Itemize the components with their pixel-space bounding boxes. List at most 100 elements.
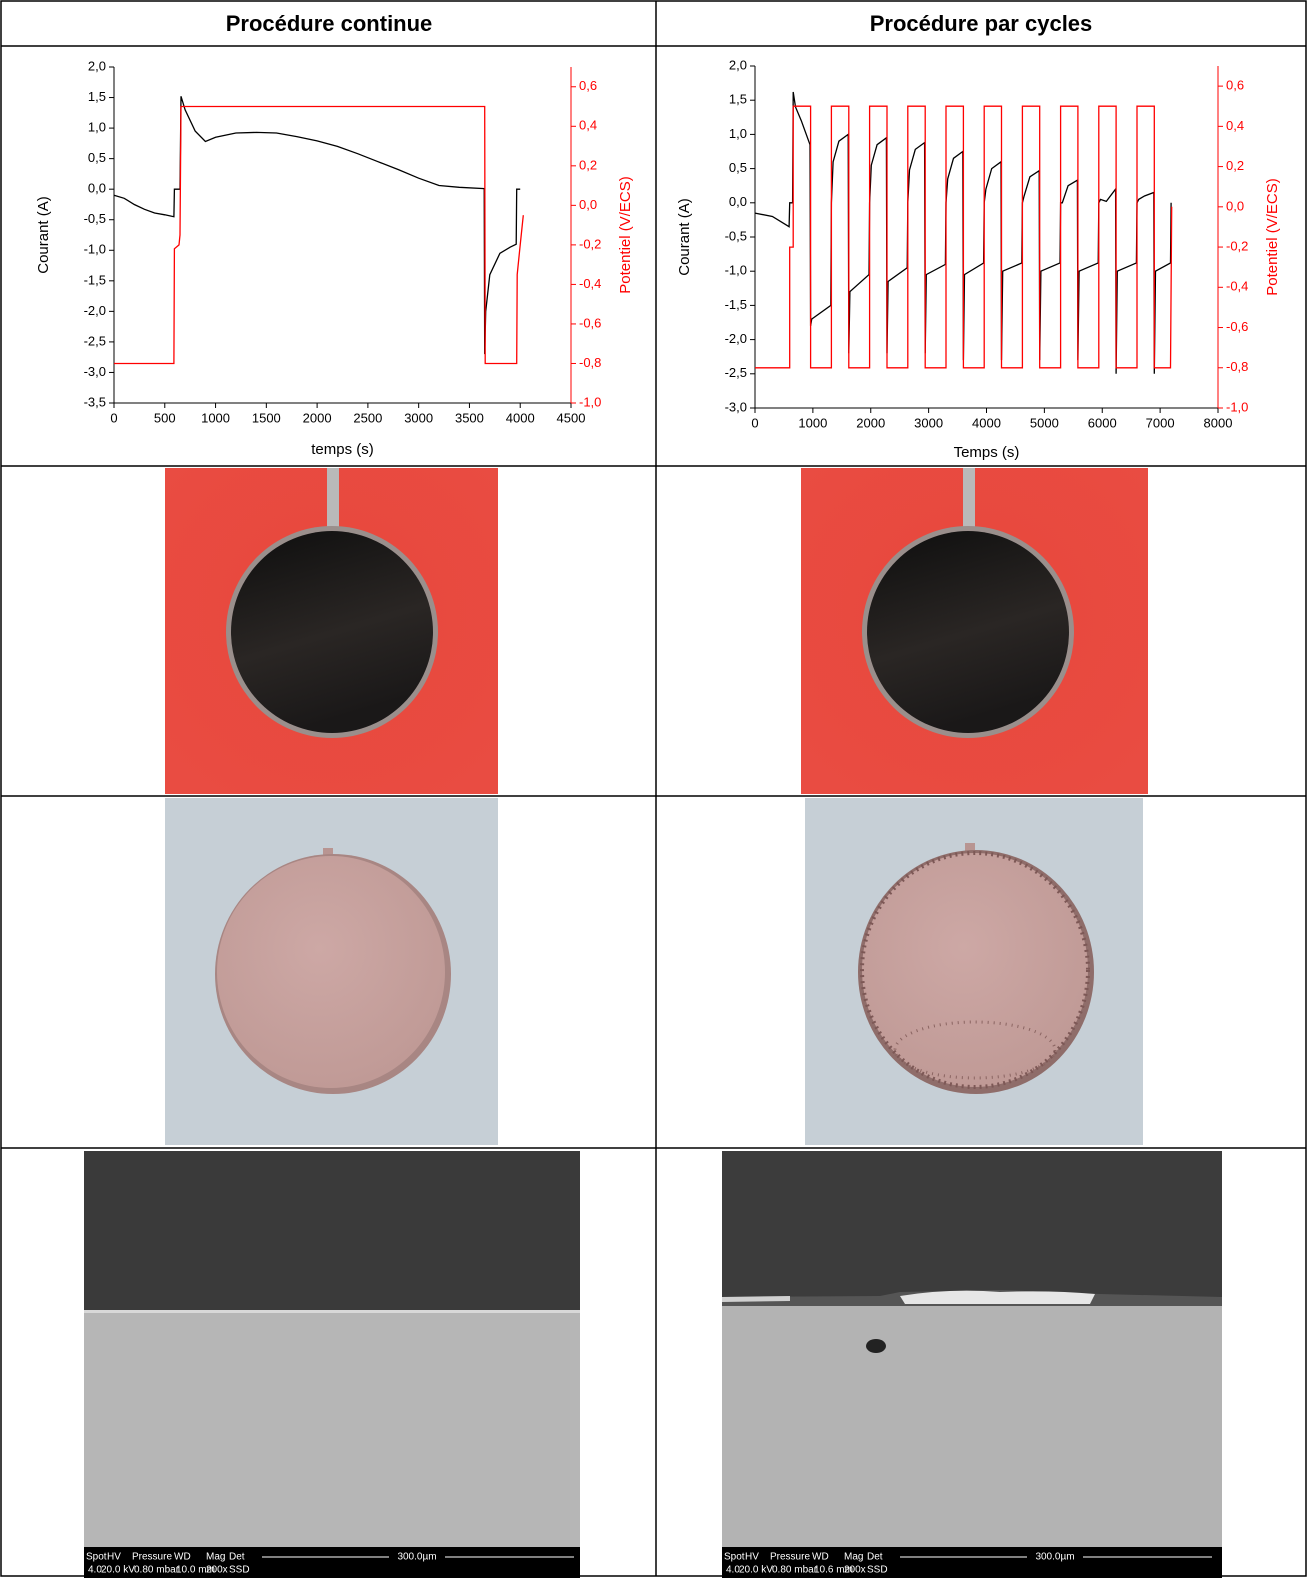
- series-line: [114, 105, 524, 365]
- y-tick-label: -2,0: [84, 303, 106, 318]
- sem-field: Det: [867, 1552, 883, 1563]
- sem-value: 10.0 mm: [176, 1565, 215, 1576]
- sem-field: Det: [229, 1552, 245, 1563]
- y2-tick-label: 0,2: [579, 157, 597, 172]
- y2-tick-label: -0,8: [1226, 359, 1248, 374]
- x-tick-label: 7000: [1146, 415, 1175, 430]
- y-tick-label: -3,5: [84, 394, 106, 409]
- x-tick-label: 4000: [972, 415, 1001, 430]
- x-tick-label: 2000: [856, 415, 885, 430]
- y2-tick-label: -1,0: [579, 394, 601, 409]
- y2-tick-label: -0,2: [579, 236, 601, 251]
- sem-scale-bg: [1027, 1550, 1083, 1564]
- x-tick-label: 0: [751, 415, 758, 430]
- x-axis-label: temps (s): [311, 441, 374, 458]
- x-tick-label: 1000: [201, 410, 230, 425]
- y2-tick-label: 0,2: [1226, 158, 1244, 173]
- y-tick-label: -3,0: [725, 399, 747, 414]
- x-tick-label: 1000: [798, 415, 827, 430]
- photo-sample: [165, 798, 498, 1145]
- sem-field: HV: [745, 1552, 759, 1563]
- sem-value: SSD: [229, 1565, 250, 1576]
- column-header: Procédure continue: [226, 11, 433, 36]
- sem-value: 0.80 mbar: [134, 1565, 180, 1576]
- x-tick-label: 500: [154, 410, 176, 425]
- y-tick-label: -1,0: [725, 263, 747, 278]
- y2-tick-label: -0,4: [1226, 279, 1248, 294]
- y-tick-label: -0,5: [84, 211, 106, 226]
- y-tick-label: 2,0: [729, 57, 747, 72]
- series-line: [113, 96, 521, 355]
- x-tick-label: 3500: [455, 410, 484, 425]
- y2-tick-label: -0,6: [579, 315, 601, 330]
- sem-field: Pressure: [770, 1552, 810, 1563]
- x-axis-label: Temps (s): [954, 444, 1020, 461]
- x-tick-label: 2000: [303, 410, 332, 425]
- sem-scale: 300.0µm: [1035, 1552, 1074, 1563]
- y2-tick-label: -0,6: [1226, 319, 1248, 334]
- y-tick-label: 0,0: [88, 181, 106, 196]
- sem-field: Mag: [844, 1552, 863, 1563]
- sem-scale: 300.0µm: [397, 1552, 436, 1563]
- y2-tick-label: -1,0: [1226, 399, 1248, 414]
- sem-field: WD: [812, 1552, 829, 1563]
- sem-value: 200x: [844, 1565, 866, 1576]
- y-tick-label: -3,0: [84, 364, 106, 379]
- y2-tick-label: 0,4: [1226, 118, 1244, 133]
- x-tick-label: 2500: [353, 410, 382, 425]
- column-header: Procédure par cycles: [870, 11, 1093, 36]
- y-tick-label: 2,0: [88, 58, 106, 73]
- sem-field: WD: [174, 1552, 191, 1563]
- y-tick-label: -0,5: [725, 228, 747, 243]
- sem-field: Spot: [86, 1552, 107, 1563]
- x-tick-label: 5000: [1030, 415, 1059, 430]
- sem-value: 20.0 kV: [739, 1565, 773, 1576]
- sem-scale-bg: [389, 1550, 445, 1564]
- y-tick-label: -1,5: [84, 272, 106, 287]
- y-tick-label: -1,0: [84, 242, 106, 257]
- y-tick-label: -2,0: [725, 331, 747, 346]
- y-tick-label: -2,5: [725, 365, 747, 380]
- y2-tick-label: 0,4: [579, 118, 597, 133]
- y-axis-label: Courant (A): [676, 198, 693, 276]
- y-tick-label: 0,5: [88, 150, 106, 165]
- photo-sample: [805, 798, 1143, 1145]
- y2-axis-label: Potentiel (V/ECS): [617, 176, 634, 294]
- sem-value: 10.6 mm: [814, 1565, 853, 1576]
- sem-image: [84, 1151, 580, 1578]
- sem-field: Pressure: [132, 1552, 172, 1563]
- sem-field: Spot: [724, 1552, 745, 1563]
- x-tick-label: 3000: [914, 415, 943, 430]
- sem-field: Mag: [206, 1552, 225, 1563]
- y-tick-label: 0,0: [729, 194, 747, 209]
- y-tick-label: 0,5: [729, 160, 747, 175]
- y-tick-label: 1,0: [88, 120, 106, 135]
- y2-tick-label: 0,0: [579, 197, 597, 212]
- y2-tick-label: -0,4: [579, 276, 601, 291]
- y-axis-label: Courant (A): [35, 196, 52, 274]
- y2-tick-label: -0,2: [1226, 238, 1248, 253]
- y-tick-label: -2,5: [84, 333, 106, 348]
- sem-image: [722, 1151, 1222, 1578]
- y-tick-label: 1,5: [729, 92, 747, 107]
- sem-value: 200x: [206, 1565, 228, 1576]
- x-tick-label: 1500: [252, 410, 281, 425]
- sem-value: 0.80 mbar: [772, 1565, 818, 1576]
- x-tick-label: 4000: [506, 410, 535, 425]
- photo-electrode: [801, 468, 1148, 794]
- sem-value: 20.0 kV: [101, 1565, 135, 1576]
- x-tick-label: 0: [110, 410, 117, 425]
- y-tick-label: 1,0: [729, 126, 747, 141]
- y2-axis-label: Potentiel (V/ECS): [1264, 178, 1281, 296]
- series-line: [755, 105, 1173, 369]
- y-tick-label: 1,5: [88, 89, 106, 104]
- x-tick-label: 4500: [557, 410, 586, 425]
- y2-tick-label: 0,0: [1226, 198, 1244, 213]
- sem-value: SSD: [867, 1565, 888, 1576]
- x-tick-label: 3000: [404, 410, 433, 425]
- y2-tick-label: -0,8: [579, 355, 601, 370]
- y-tick-label: -1,5: [725, 297, 747, 312]
